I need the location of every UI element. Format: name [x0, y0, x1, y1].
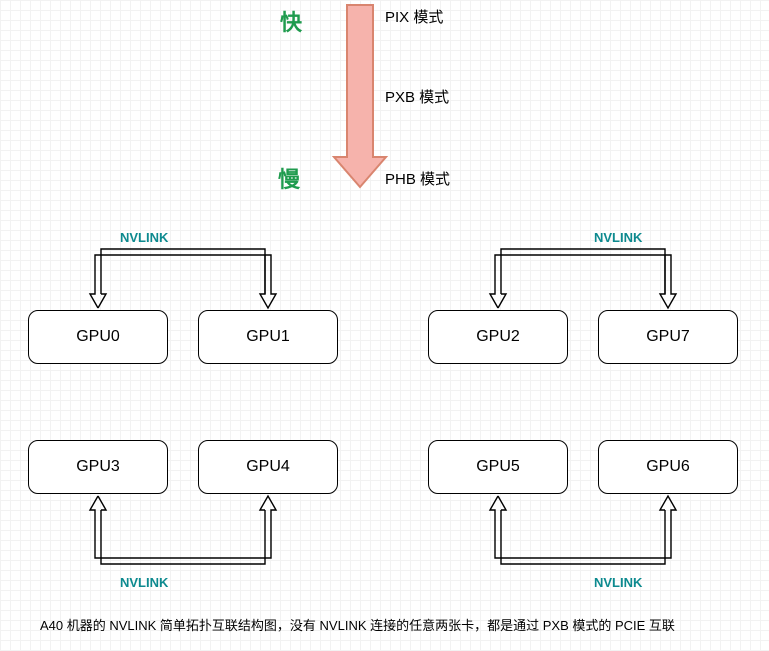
caption-text: A40 机器的 NVLINK 简单拓扑互联结构图，没有 NVLINK 连接的任意… — [40, 615, 675, 634]
nvlink-connectors — [0, 0, 769, 651]
diagram-root: { "canvas": { "width": 769, "height": 65… — [0, 0, 769, 651]
